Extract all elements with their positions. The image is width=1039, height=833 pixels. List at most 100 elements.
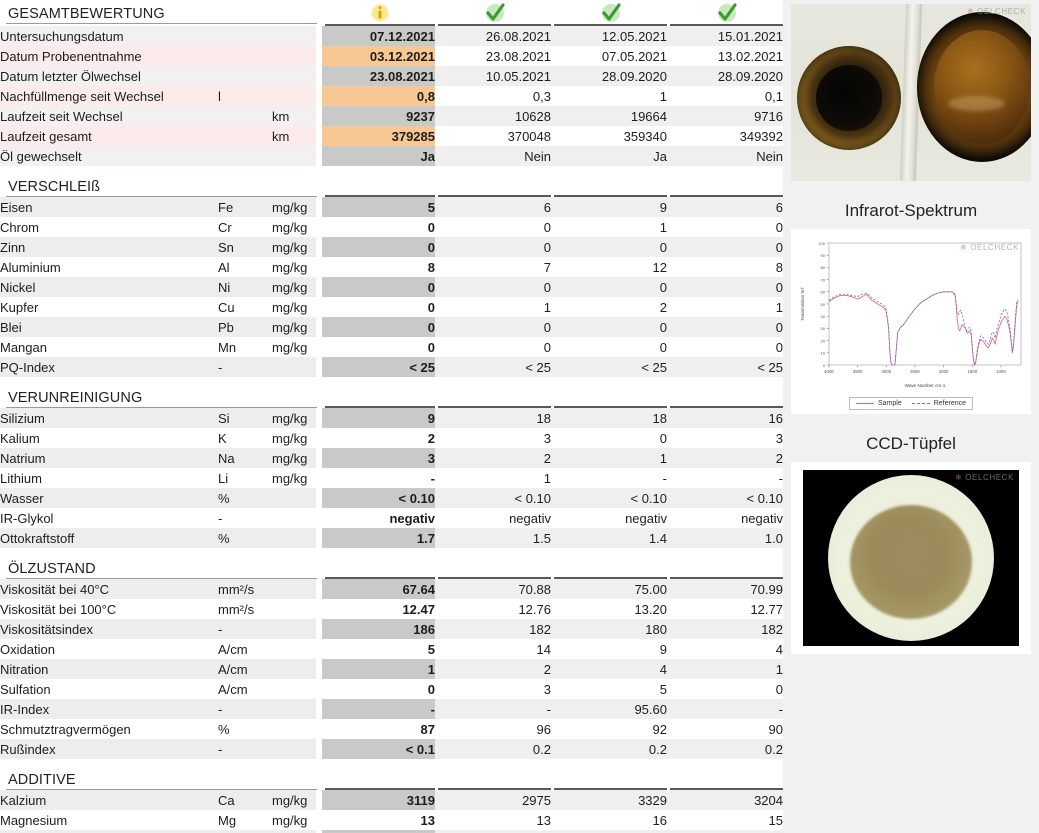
table-row: Oxidation A/cm 5 14 9 4 bbox=[0, 639, 783, 659]
oelcheck-watermark-ccd-label: OELCHECK bbox=[965, 473, 1014, 482]
history-value: 26.08.2021 bbox=[435, 26, 551, 46]
status-icon-cell[interactable] bbox=[667, 0, 783, 26]
row-label: Kalzium bbox=[0, 790, 218, 810]
check-icon[interactable] bbox=[670, 0, 783, 24]
ccd-oil-blot bbox=[850, 504, 972, 619]
row-label: Viskosität bei 100°C bbox=[0, 599, 218, 619]
current-sample-value: 9 bbox=[316, 408, 435, 428]
column-rule bbox=[438, 577, 551, 579]
history-value: 1 bbox=[551, 217, 667, 237]
section-col-rule-cell bbox=[667, 385, 783, 408]
history-value: 182 bbox=[667, 619, 783, 639]
column-rule bbox=[325, 577, 435, 579]
history-value: 2 bbox=[667, 448, 783, 468]
svg-text:3000: 3000 bbox=[881, 369, 891, 374]
history-value: negativ bbox=[667, 508, 783, 528]
row-symbol bbox=[218, 66, 272, 86]
history-value: Nein bbox=[667, 146, 783, 166]
history-value: 13.20 bbox=[551, 599, 667, 619]
row-symbol: A/cm bbox=[218, 639, 272, 659]
oelcheck-watermark-ccd: ❄ OELCHECK bbox=[955, 473, 1014, 482]
row-symbol bbox=[218, 106, 272, 126]
row-label: Öl gewechselt bbox=[0, 146, 218, 166]
infrared-spectrum-plot: 0 10 20 30 40 50 60 70 80 90 100 4000 3500 3000 2500 20… bbox=[795, 235, 1027, 395]
history-value: 0,3 bbox=[435, 86, 551, 106]
row-symbol bbox=[218, 46, 272, 66]
check-icon[interactable] bbox=[438, 0, 551, 24]
row-symbol: Mn bbox=[218, 337, 272, 357]
current-sample-value: 0 bbox=[316, 237, 435, 257]
oelcheck-watermark: ❄ OELCHECK bbox=[967, 7, 1026, 16]
row-symbol: A/cm bbox=[218, 659, 272, 679]
row-unit bbox=[272, 699, 319, 719]
table-row: Rußindex - < 0.1 0.2 0.2 0.2 bbox=[0, 739, 783, 759]
row-unit: mg/kg bbox=[272, 468, 319, 488]
history-value: Nein bbox=[435, 146, 551, 166]
section-col-rule-cell bbox=[551, 174, 667, 197]
current-sample-value: Ja bbox=[316, 146, 435, 166]
history-value: Ja bbox=[551, 146, 667, 166]
info-icon[interactable] bbox=[325, 0, 435, 24]
history-value: 0.2 bbox=[551, 739, 667, 759]
history-value: 1 bbox=[667, 659, 783, 679]
history-value: 180 bbox=[551, 619, 667, 639]
table-row: Eisen Fe mg/kg 5 6 9 6 bbox=[0, 197, 783, 217]
current-sample-value: 13 bbox=[316, 810, 435, 830]
history-value: 3 bbox=[435, 428, 551, 448]
row-symbol: - bbox=[218, 357, 272, 377]
row-unit: km bbox=[272, 106, 319, 126]
history-value: 0 bbox=[435, 317, 551, 337]
section-header-row: ADDITIVE bbox=[0, 767, 783, 790]
history-value: - bbox=[667, 468, 783, 488]
history-value: 0 bbox=[435, 237, 551, 257]
section-title-cell: GESAMTBEWERTUNG bbox=[0, 0, 319, 26]
svg-text:2500: 2500 bbox=[910, 369, 920, 374]
row-label: Chrom bbox=[0, 217, 218, 237]
row-label: Eisen bbox=[0, 197, 218, 217]
row-unit bbox=[272, 357, 319, 377]
history-value: 0.2 bbox=[667, 739, 783, 759]
history-value: 12.77 bbox=[667, 599, 783, 619]
column-rule bbox=[670, 406, 783, 408]
row-label: Nachfüllmenge seit Wechsel bbox=[0, 86, 218, 106]
history-value: 2 bbox=[435, 659, 551, 679]
row-label: PQ-Index bbox=[0, 357, 218, 377]
section-header-row: GESAMTBEWERTUNG bbox=[0, 0, 783, 26]
row-unit: mg/kg bbox=[272, 257, 319, 277]
column-rule bbox=[554, 195, 667, 197]
table-row: Aluminium Al mg/kg 8 7 12 8 bbox=[0, 257, 783, 277]
status-icon-cell[interactable] bbox=[551, 0, 667, 26]
row-unit bbox=[272, 659, 319, 679]
current-sample-value: 5 bbox=[316, 197, 435, 217]
row-unit: mg/kg bbox=[272, 317, 319, 337]
row-unit: mg/kg bbox=[272, 790, 319, 810]
history-value: 3329 bbox=[551, 790, 667, 810]
section-col-rule-cell bbox=[551, 556, 667, 579]
current-sample-value: 3 bbox=[316, 448, 435, 468]
section-title: VERSCHLEIß bbox=[8, 178, 101, 195]
infrared-spectrum-legend: Sample Reference bbox=[795, 397, 1027, 410]
section-col-rule-cell bbox=[551, 767, 667, 790]
row-label: Mangan bbox=[0, 337, 218, 357]
oelcheck-drop-icon-ccd: ❄ bbox=[955, 473, 963, 482]
status-icon-cell[interactable] bbox=[435, 0, 551, 26]
row-label: IR-Index bbox=[0, 699, 218, 719]
section-col-rule-cell bbox=[319, 767, 435, 790]
row-unit: mg/kg bbox=[272, 408, 319, 428]
history-value: 12 bbox=[551, 257, 667, 277]
section-col-rule-cell bbox=[435, 767, 551, 790]
table-row: Sulfation A/cm 0 3 5 0 bbox=[0, 679, 783, 699]
svg-text:0: 0 bbox=[823, 363, 826, 368]
history-value: 2 bbox=[435, 448, 551, 468]
row-symbol: A/cm bbox=[218, 679, 272, 699]
check-icon[interactable] bbox=[554, 0, 667, 24]
row-label: Lithium bbox=[0, 468, 218, 488]
row-unit: mg/kg bbox=[272, 237, 319, 257]
row-symbol: mm²/s bbox=[218, 599, 272, 619]
section-underline bbox=[6, 577, 317, 579]
table-row: Blei Pb mg/kg 0 0 0 0 bbox=[0, 317, 783, 337]
section-underline bbox=[6, 788, 317, 790]
table-row: Natrium Na mg/kg 3 2 1 2 bbox=[0, 448, 783, 468]
status-icon-cell[interactable] bbox=[319, 0, 435, 26]
table-row: Ottokraftstoff% 1.7 1.5 1.4 1.0 bbox=[0, 528, 783, 548]
